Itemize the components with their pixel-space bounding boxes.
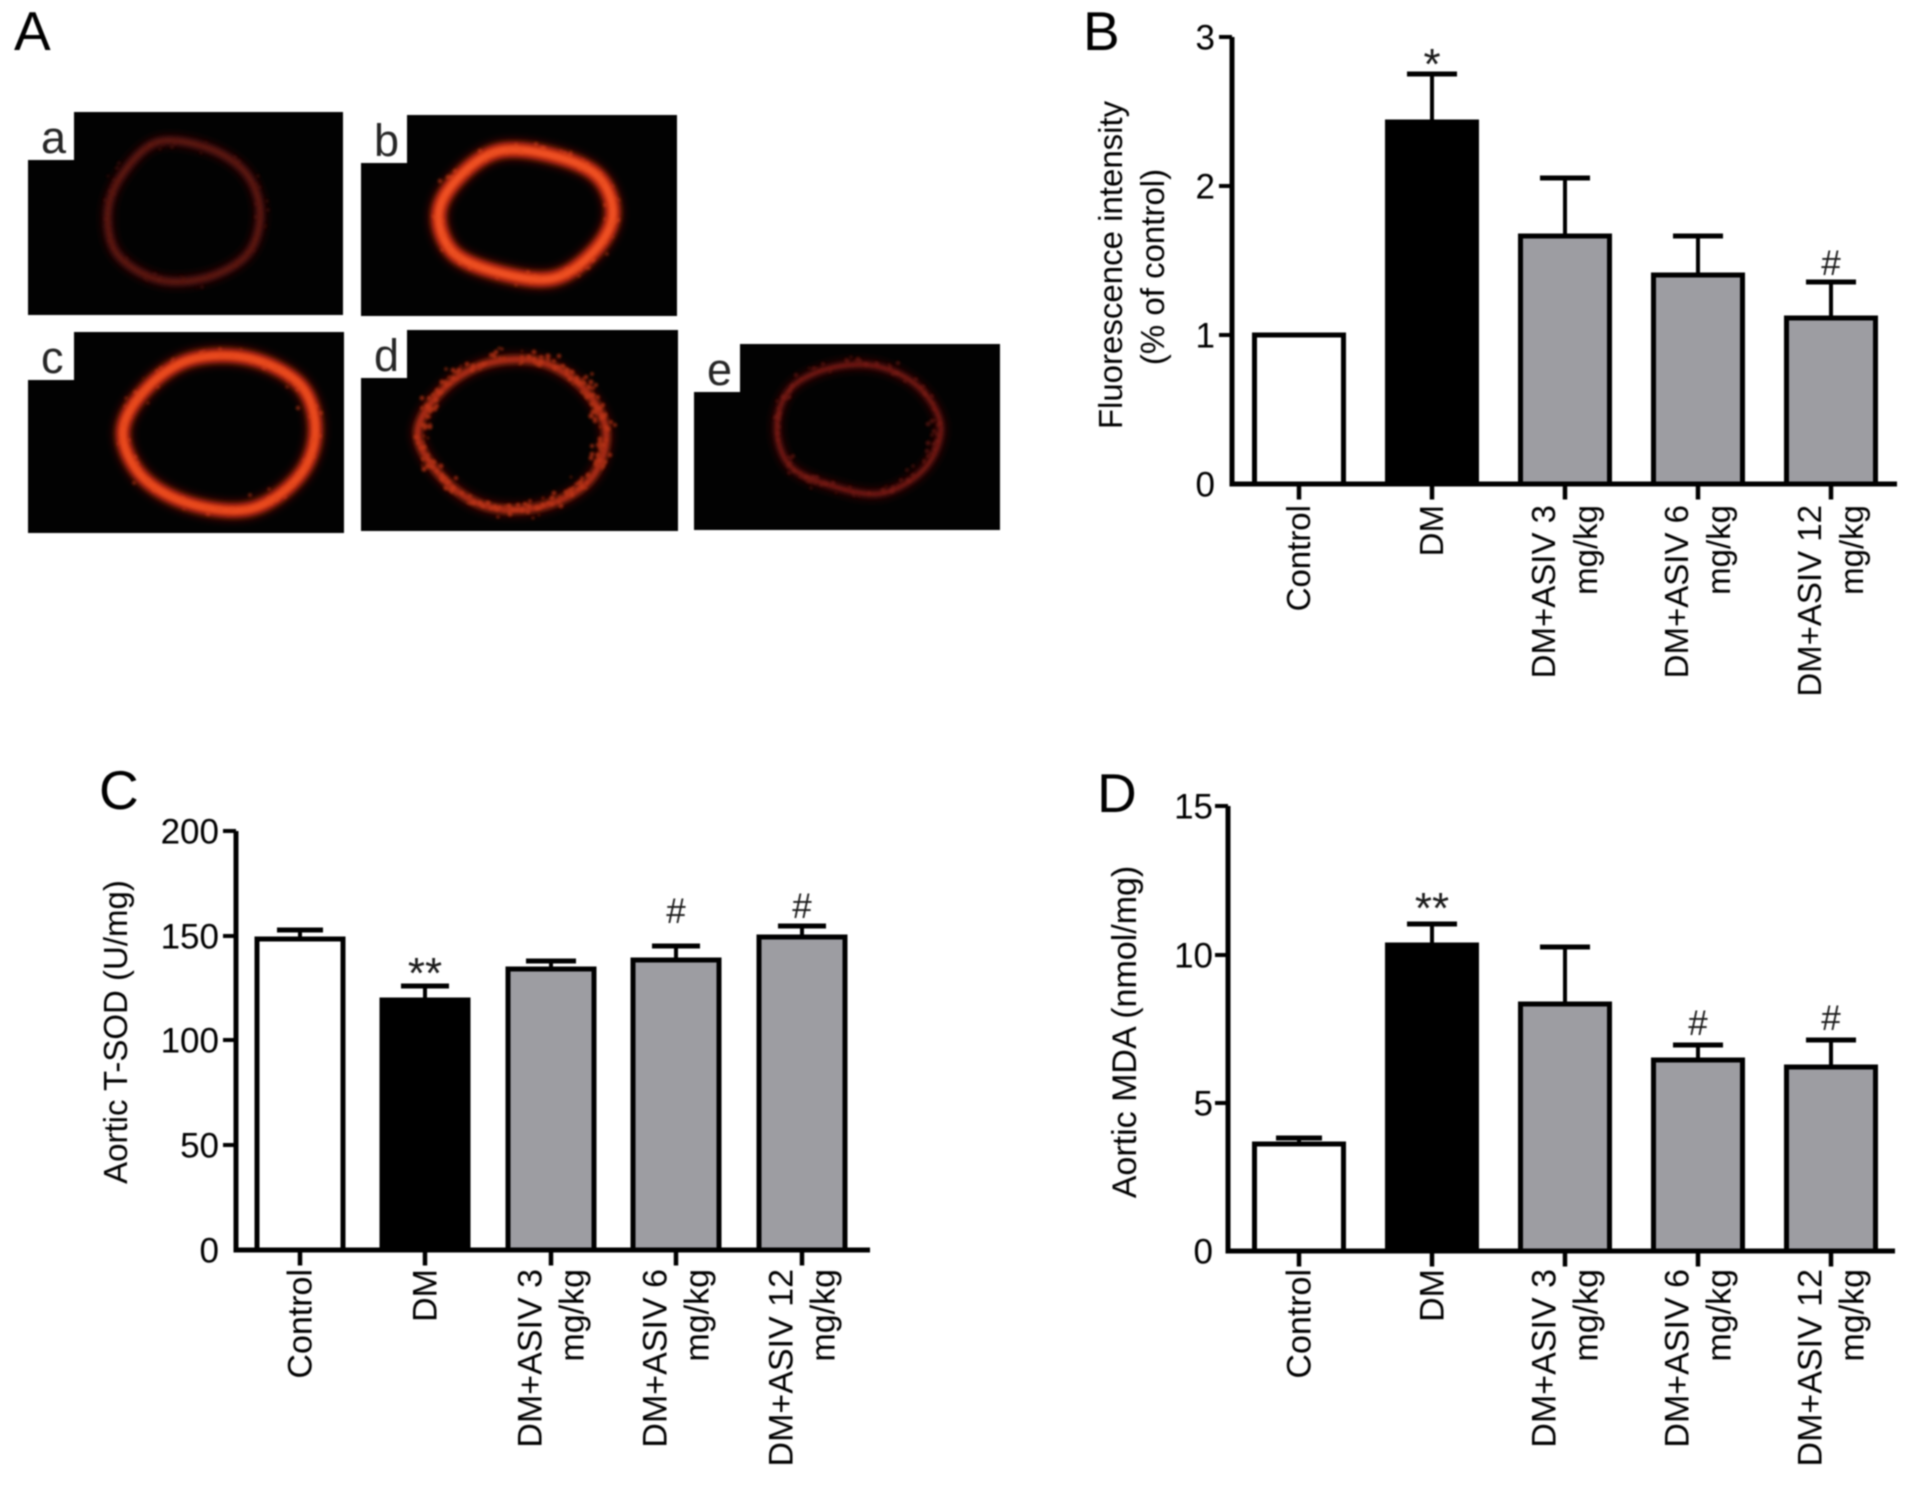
svg-text:mg/kg: mg/kg — [554, 1269, 592, 1362]
svg-text:*: * — [1423, 40, 1440, 89]
svg-text:#: # — [792, 887, 812, 926]
svg-text:0: 0 — [200, 1232, 219, 1271]
svg-text:a: a — [41, 112, 67, 163]
svg-text:DM+ASIV 12: DM+ASIV 12 — [763, 1269, 801, 1466]
svg-text:DM+ASIV 12: DM+ASIV 12 — [1792, 1269, 1830, 1466]
svg-text:50: 50 — [180, 1127, 219, 1166]
svg-text:mg/kg: mg/kg — [1701, 1269, 1739, 1362]
svg-text:**: ** — [408, 949, 442, 998]
svg-text:c: c — [41, 332, 64, 383]
svg-text:d: d — [374, 330, 399, 381]
svg-text:DM+ASIV 3: DM+ASIV 3 — [1525, 505, 1562, 678]
svg-text:Aortic MDA (nmol/mg): Aortic MDA (nmol/mg) — [1106, 866, 1144, 1199]
svg-text:0: 0 — [1196, 466, 1215, 505]
svg-text:DM+ASIV 6: DM+ASIV 6 — [1658, 505, 1695, 678]
svg-text:Aortic T-SOD (U/mg): Aortic T-SOD (U/mg) — [97, 880, 134, 1184]
svg-text:DM: DM — [1414, 1269, 1452, 1322]
svg-text:C: C — [99, 759, 139, 821]
svg-text:mg/kg: mg/kg — [805, 1269, 843, 1362]
svg-text:b: b — [374, 115, 399, 166]
svg-text:150: 150 — [161, 918, 219, 957]
svg-text:DM: DM — [407, 1269, 445, 1322]
svg-text:DM+ASIV 12: DM+ASIV 12 — [1791, 505, 1828, 697]
svg-text:5: 5 — [1194, 1085, 1213, 1124]
svg-text:#: # — [1821, 244, 1841, 283]
svg-text:Control: Control — [1280, 505, 1317, 611]
svg-text:Control: Control — [282, 1269, 320, 1379]
svg-text:mg/kg: mg/kg — [1833, 505, 1870, 595]
svg-text:B: B — [1083, 0, 1120, 62]
svg-text:Fluorescence intensity: Fluorescence intensity — [1092, 100, 1129, 429]
svg-text:(% of control): (% of control) — [1134, 169, 1171, 365]
svg-text:#: # — [1821, 999, 1841, 1038]
svg-text:D: D — [1097, 762, 1137, 824]
svg-text:mg/kg: mg/kg — [1567, 505, 1604, 595]
svg-text:10: 10 — [1174, 937, 1213, 976]
svg-text:0: 0 — [1194, 1233, 1213, 1272]
svg-text:e: e — [707, 344, 732, 395]
svg-text:2: 2 — [1196, 168, 1215, 207]
svg-text:mg/kg: mg/kg — [679, 1269, 717, 1362]
svg-text:DM: DM — [1413, 505, 1450, 556]
svg-text:100: 100 — [161, 1022, 219, 1061]
svg-text:200: 200 — [161, 813, 219, 852]
svg-text:mg/kg: mg/kg — [1568, 1269, 1606, 1362]
svg-text:#: # — [666, 892, 686, 931]
svg-text:DM+ASIV 3: DM+ASIV 3 — [512, 1269, 550, 1448]
svg-text:Control: Control — [1281, 1269, 1319, 1379]
svg-text:3: 3 — [1196, 19, 1215, 58]
svg-text:mg/kg: mg/kg — [1834, 1269, 1872, 1362]
svg-text:15: 15 — [1174, 788, 1213, 827]
svg-text:**: ** — [1415, 884, 1449, 933]
svg-text:DM+ASIV 6: DM+ASIV 6 — [1659, 1269, 1697, 1448]
svg-text:DM+ASIV 3: DM+ASIV 3 — [1526, 1269, 1564, 1448]
svg-text:A: A — [14, 0, 51, 62]
svg-text:DM+ASIV 6: DM+ASIV 6 — [637, 1269, 675, 1448]
svg-text:#: # — [1688, 1004, 1708, 1043]
svg-text:mg/kg: mg/kg — [1700, 505, 1737, 595]
svg-text:1: 1 — [1196, 317, 1215, 356]
